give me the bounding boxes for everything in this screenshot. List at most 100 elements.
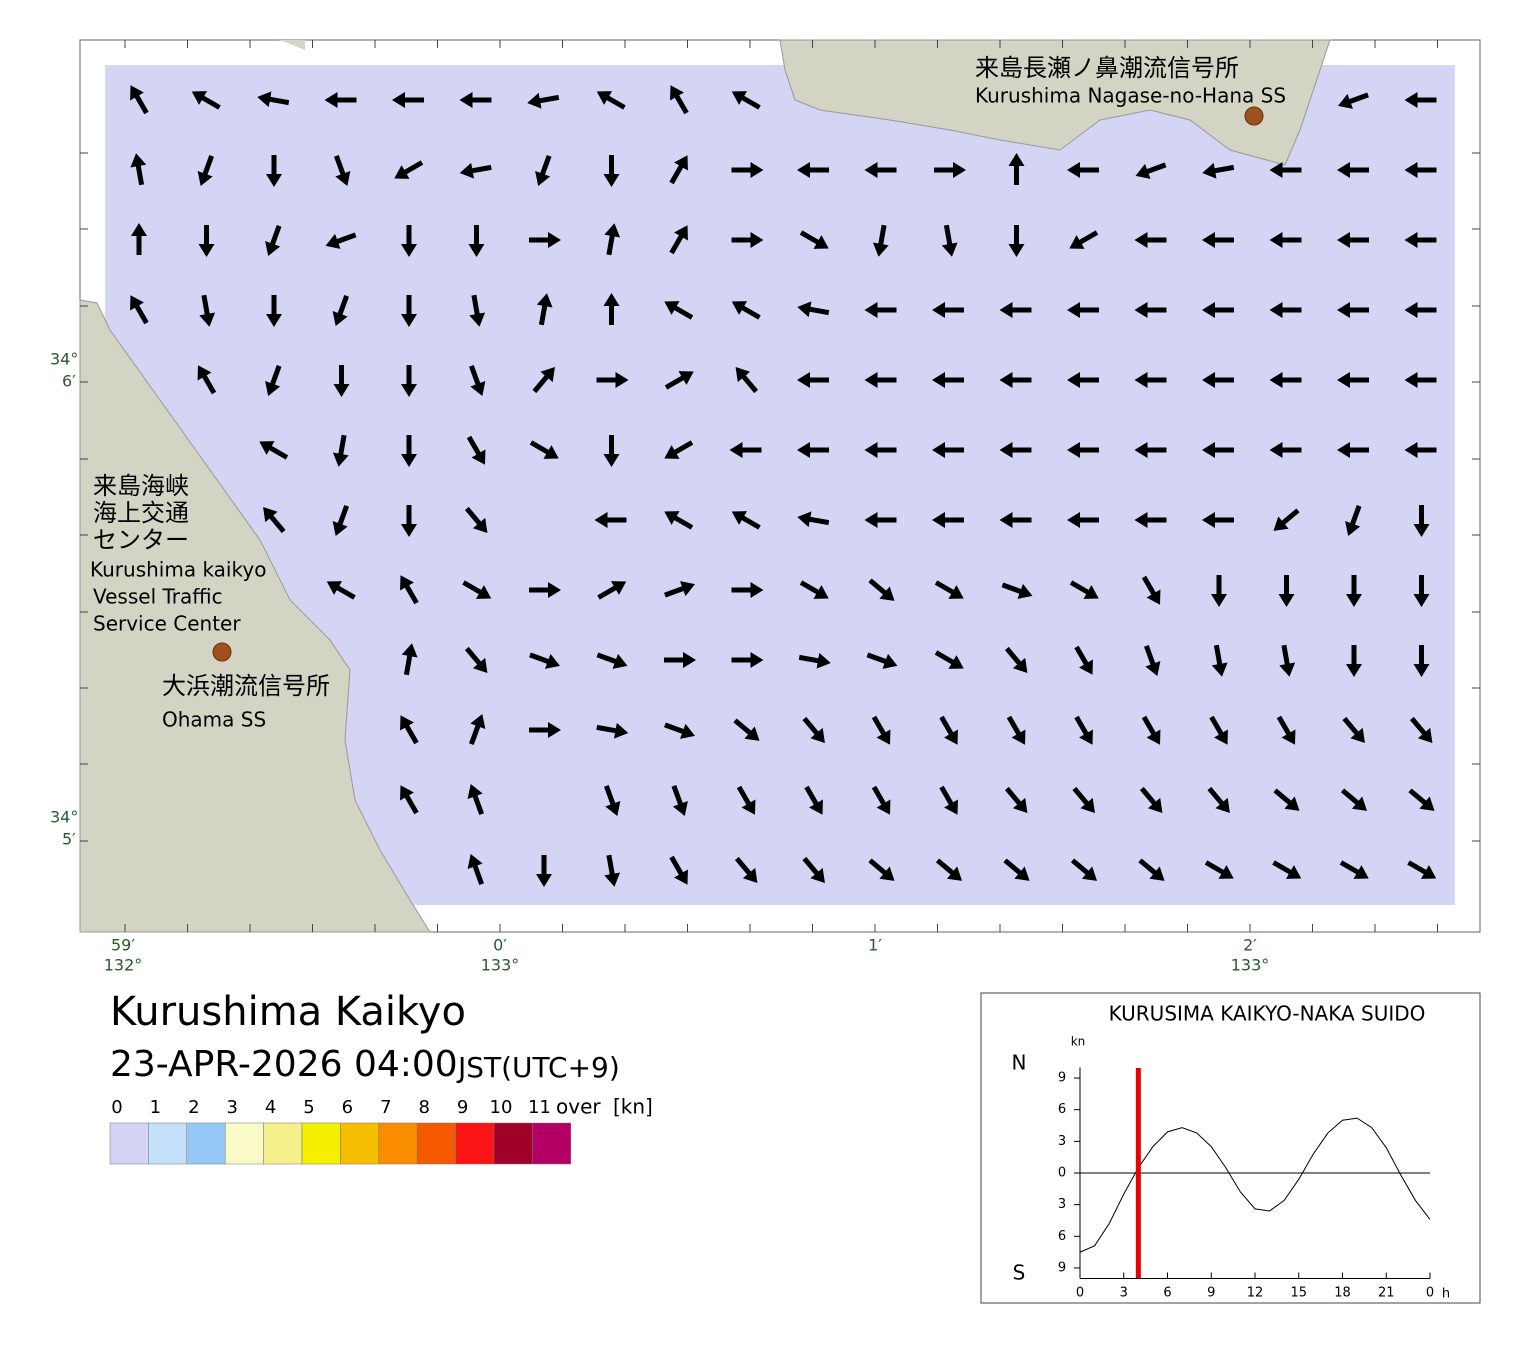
current-arrow <box>1337 232 1369 248</box>
current-arrow <box>596 91 626 110</box>
current-arrow <box>1407 860 1437 879</box>
current-arrow <box>130 85 149 115</box>
current-arrow <box>1269 162 1302 178</box>
label: Kurushima Kaikyo <box>110 989 466 1035</box>
current-arrow <box>529 440 559 459</box>
current-arrow <box>802 716 825 744</box>
label: 8 <box>418 1097 429 1118</box>
label: 1′ <box>868 936 882 955</box>
label: 0 <box>1058 1166 1066 1181</box>
current-arrow <box>671 785 688 816</box>
current-arrow <box>401 295 417 327</box>
current-arrow <box>1074 645 1093 675</box>
current-arrow <box>1139 786 1163 814</box>
current-arrow <box>535 155 552 186</box>
current-arrow <box>1138 858 1165 881</box>
legend-swatch <box>340 1122 380 1165</box>
current-arrow <box>939 715 958 745</box>
current-arrow <box>603 435 620 467</box>
current-arrow <box>729 442 762 458</box>
current-arrow <box>934 650 964 669</box>
legend-swatch <box>109 1122 149 1165</box>
land <box>79 299 431 933</box>
label: 11 <box>528 1097 551 1118</box>
label: Kurushima Nagase-no-Hana SS <box>975 84 1286 108</box>
current-arrow <box>999 442 1032 458</box>
current-arrow <box>191 91 221 110</box>
label: 34° <box>50 808 78 827</box>
current-arrow <box>266 295 282 327</box>
current-arrow <box>1211 644 1228 677</box>
legend-swatch <box>493 1122 533 1165</box>
land <box>779 39 1331 166</box>
current-arrow <box>670 85 689 115</box>
current-arrow <box>1006 715 1026 745</box>
current-arrow <box>932 442 964 458</box>
legend-swatch <box>263 1122 303 1165</box>
label: 3 <box>1058 1197 1066 1212</box>
current-arrow <box>868 578 895 601</box>
label: 0′ <box>493 936 507 955</box>
label: 6 <box>342 1097 353 1118</box>
current-arrow <box>1004 786 1028 814</box>
current-arrow <box>197 365 217 395</box>
current-arrow <box>1070 858 1098 881</box>
current-arrow <box>459 92 492 108</box>
legend-swatch <box>416 1122 456 1165</box>
label: 5 <box>303 1097 314 1118</box>
label: N <box>1012 1051 1027 1075</box>
current-arrow <box>1202 512 1234 528</box>
current-arrow <box>459 162 492 179</box>
station-marker <box>1244 106 1264 126</box>
label: 6 <box>1163 1286 1171 1301</box>
current-arrow <box>736 785 756 815</box>
current-arrow <box>864 512 897 528</box>
current-arrow <box>469 365 486 396</box>
legend-swatch <box>378 1122 418 1165</box>
current-arrow <box>392 92 424 108</box>
current-arrow <box>1413 575 1430 607</box>
current-arrow <box>1141 715 1161 745</box>
current-arrow <box>1202 162 1235 179</box>
label: 9 <box>457 1097 468 1118</box>
current-arrow <box>1279 644 1296 677</box>
current-arrow <box>1278 575 1295 607</box>
label: 133° <box>481 956 520 975</box>
current-arrow <box>464 506 488 534</box>
current-arrow <box>731 511 761 530</box>
current-arrow <box>1404 302 1437 318</box>
current-arrow <box>597 581 627 600</box>
current-arrow <box>664 581 695 598</box>
current-arrow <box>400 785 419 815</box>
current-arrow <box>1346 645 1362 677</box>
current-arrow <box>866 652 898 669</box>
current-arrow <box>401 225 417 257</box>
current-arrow <box>1404 442 1437 458</box>
label: 6′ <box>62 372 76 391</box>
current-arrow <box>1269 232 1302 248</box>
current-arrow <box>669 225 688 255</box>
current-arrow <box>804 785 823 815</box>
current-arrow <box>394 160 424 179</box>
current-arrow <box>1269 372 1302 388</box>
current-arrow <box>1272 860 1302 879</box>
current-arrow <box>1207 786 1230 814</box>
current-arrow <box>935 858 963 881</box>
current-arrow <box>1404 232 1437 248</box>
current-arrow <box>130 295 149 325</box>
current-arrow <box>934 580 964 599</box>
current-arrow <box>1337 162 1369 178</box>
current-arrow <box>799 580 829 599</box>
current-arrow <box>864 372 897 388</box>
current-arrow <box>1346 575 1362 607</box>
label: kn <box>1071 1035 1086 1049</box>
current-arrow <box>1202 302 1234 318</box>
label: JST(UTC+9) <box>456 1051 620 1084</box>
current-arrow <box>596 372 629 388</box>
label: 12 <box>1247 1286 1264 1301</box>
current-arrow <box>536 855 552 887</box>
label: 0 <box>1426 1286 1434 1301</box>
current-arrow <box>797 301 830 318</box>
current-arrow <box>1004 646 1028 674</box>
current-arrow <box>734 856 758 884</box>
